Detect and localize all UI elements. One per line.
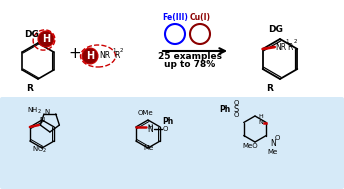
Text: O: O xyxy=(274,135,280,141)
Text: 2: 2 xyxy=(294,39,297,44)
Text: Ph: Ph xyxy=(162,116,173,125)
Text: DG: DG xyxy=(24,30,40,39)
Text: O: O xyxy=(233,112,239,118)
Text: NH$_2$: NH$_2$ xyxy=(26,106,42,116)
Text: Cu(I): Cu(I) xyxy=(190,13,211,22)
Text: 1: 1 xyxy=(112,48,116,53)
Text: Fe(III): Fe(III) xyxy=(162,13,188,22)
Text: R: R xyxy=(114,51,119,60)
Text: +: + xyxy=(68,46,82,61)
Text: N: N xyxy=(147,125,153,135)
Text: NR: NR xyxy=(276,43,287,51)
Text: 1: 1 xyxy=(286,39,289,44)
Text: MeO: MeO xyxy=(242,143,258,149)
Text: NO$_2$: NO$_2$ xyxy=(32,145,48,155)
Text: N: N xyxy=(39,117,44,123)
Text: O: O xyxy=(233,100,239,106)
Text: 2: 2 xyxy=(120,48,123,53)
Text: N: N xyxy=(270,139,276,149)
Text: N: N xyxy=(44,109,50,115)
Text: H: H xyxy=(147,124,152,130)
Text: H: H xyxy=(86,51,94,61)
Text: OMe: OMe xyxy=(137,110,153,116)
Text: up to 78%: up to 78% xyxy=(164,60,216,69)
Text: H
N: H N xyxy=(258,114,262,125)
Text: R: R xyxy=(288,43,293,51)
FancyBboxPatch shape xyxy=(0,97,344,189)
Text: R: R xyxy=(26,84,33,93)
Circle shape xyxy=(82,48,98,64)
Text: Ph: Ph xyxy=(219,105,230,114)
Text: NR: NR xyxy=(99,51,110,60)
Text: H: H xyxy=(42,34,50,44)
Circle shape xyxy=(38,31,54,47)
Text: S: S xyxy=(233,105,239,114)
Text: O: O xyxy=(163,126,168,132)
Text: DG: DG xyxy=(269,25,283,34)
Text: Me: Me xyxy=(268,149,278,155)
Text: 25 examples: 25 examples xyxy=(158,52,222,61)
Text: Me: Me xyxy=(143,145,153,151)
Text: R: R xyxy=(267,84,273,93)
